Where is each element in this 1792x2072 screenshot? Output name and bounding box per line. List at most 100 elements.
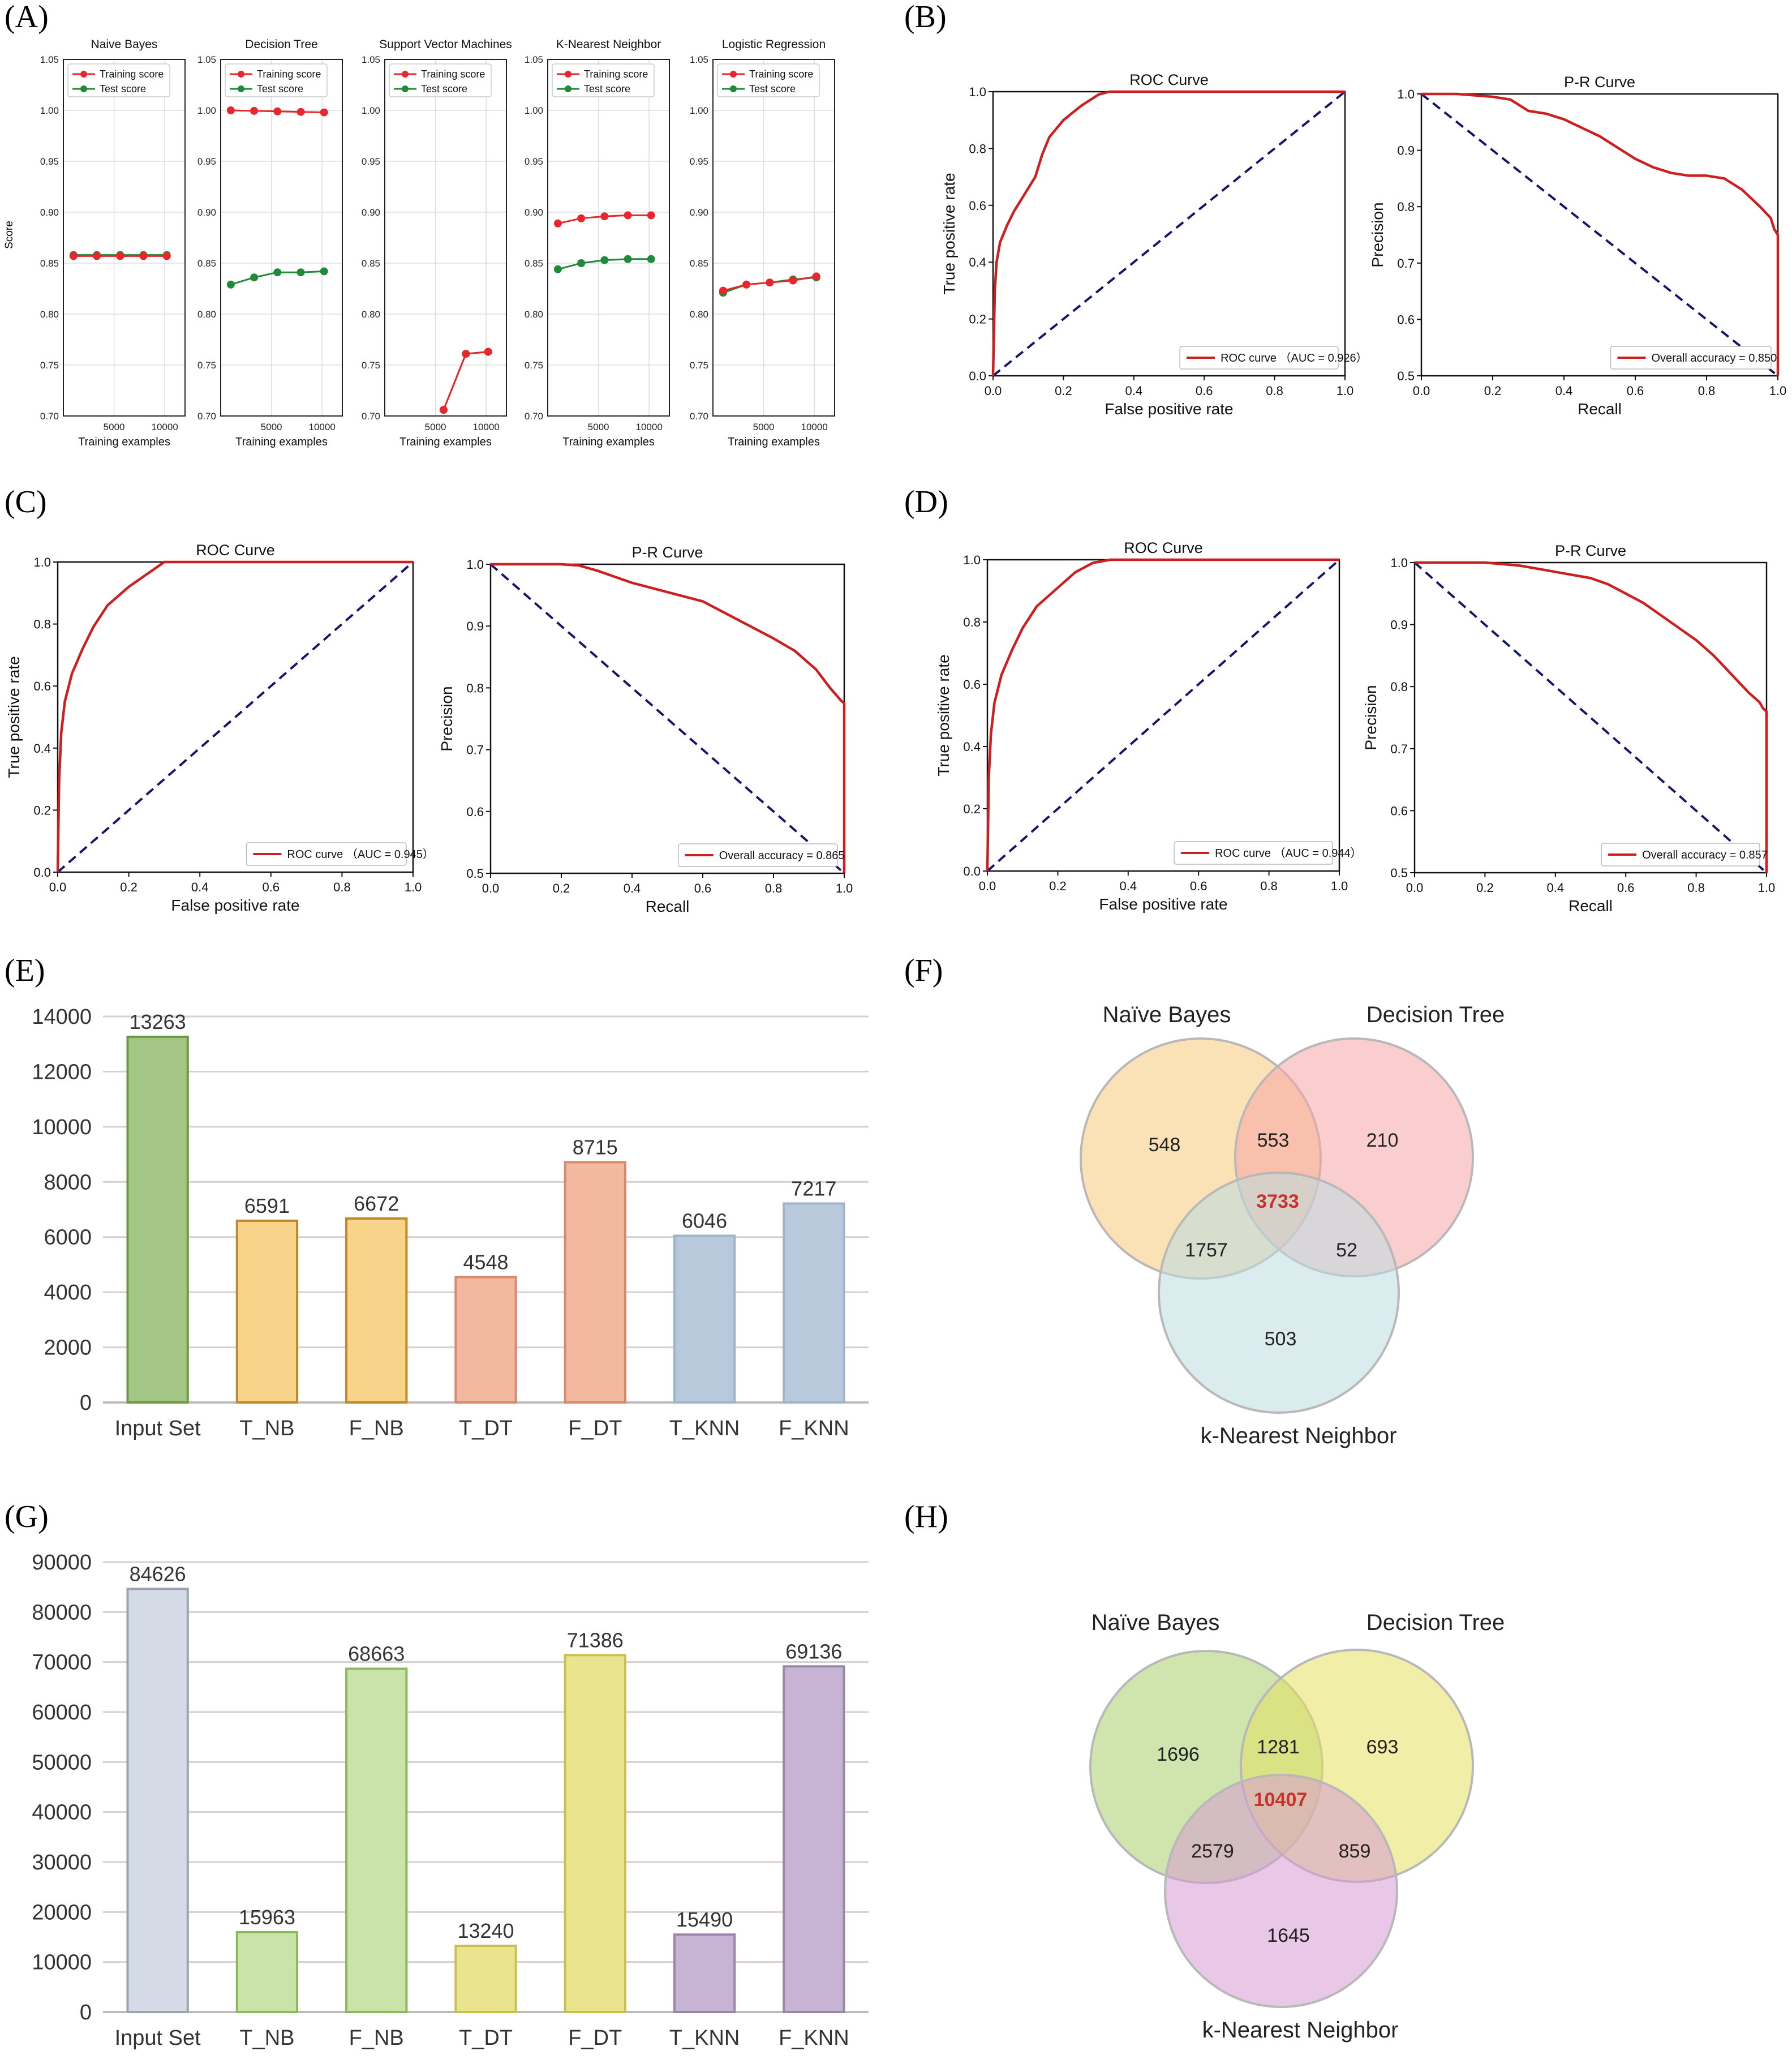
panel-b-pr-ytick-label: 1.0	[1397, 87, 1415, 101]
panel-a-ytick-label: 0.75	[525, 360, 543, 371]
panel-a-ytick-label: 0.90	[40, 207, 59, 218]
panel-a-legend: Training score Test score	[552, 63, 655, 97]
panel-f-set-label: k-Nearest Neighbor	[1201, 1423, 1397, 1448]
panel-h-set-label: k-Nearest Neighbor	[1202, 2018, 1399, 2043]
panel-g-ytick-label: 20000	[32, 1901, 92, 1924]
panel-a-ytick-label: 0.85	[197, 258, 216, 269]
panel-a-train-point	[484, 348, 492, 356]
panel-a-subplot-title: Support Vector Machines	[379, 38, 512, 51]
panel-a-ytick-label: 0.90	[690, 207, 708, 218]
panel-g-ytick-label: 30000	[32, 1851, 92, 1874]
panel-e-category-label: T_DT	[459, 1417, 513, 1440]
panel-b-roc-ytick-label: 0.4	[969, 255, 986, 269]
panel-b-roc-xtick-label: 0.0	[985, 384, 1002, 398]
chart-root: 0.70 0.75 0.80 0.85 0.90 0.95 1.00 1.05 5000 1000…	[5, 38, 1786, 2050]
panel-a-legend-label: Test score	[100, 83, 146, 95]
panel-a-ytick-label: 0.70	[690, 411, 708, 422]
panel-e-bar-value-label: 7217	[791, 1177, 836, 1200]
panel-e-bar-value-label: 6672	[354, 1192, 399, 1215]
panel-c-pr-xtick-label: 1.0	[836, 881, 853, 895]
panel-d-pr-xtick-label: 0.6	[1617, 881, 1635, 895]
panel-b-roc-legend: ROC curve （AUC = 0.926）	[1179, 346, 1368, 370]
panel-f-set-circle	[1158, 1172, 1400, 1414]
panel-a-ytick-label: 0.95	[40, 156, 59, 167]
panel-g-ytick-label: 60000	[32, 1701, 92, 1724]
panel-a-subplot-title: Logistic Regression	[722, 38, 826, 51]
panel-a-subplot-1: 0.70 0.75 0.80 0.85 0.90 0.95 1.00 1.05 5000 1000…	[40, 38, 186, 448]
panel-b-roc-diagonal	[992, 91, 1346, 377]
panel-f-region-count: 548	[1149, 1134, 1181, 1156]
panel-e-bar	[345, 1217, 408, 1404]
panel-h-region-count: 1696	[1157, 1744, 1200, 1765]
panel-a-subplot-2: 0.70 0.75 0.80 0.85 0.90 0.95 1.00 1.05 5000 1000…	[197, 38, 343, 448]
panel-g-bar-value-label: 15490	[676, 1908, 733, 1931]
panel-b-pr-ylabel: Precision	[1369, 202, 1386, 267]
panel-b-pr-xtick-label: 0.2	[1484, 384, 1502, 398]
panel-c-pr-ytick-label: 0.7	[466, 743, 484, 757]
panel-f-set-label: Naïve Bayes	[1103, 1002, 1231, 1027]
panel-b-roc-ytick-label: 0.6	[969, 199, 986, 213]
panel-c-pr-ytick-label: 0.5	[466, 866, 484, 881]
panel-c-roc-ytick-label: 0.0	[33, 865, 51, 880]
panel-b-pr-ytick-label: 0.9	[1397, 144, 1415, 158]
panel-a-xtick-label: 5000	[588, 422, 609, 432]
panel-b-roc-title: ROC Curve	[1129, 71, 1209, 88]
panel-a-ytick-label: 0.70	[525, 411, 543, 422]
panel-e-bar-value-label: 6046	[682, 1209, 727, 1232]
panel-c-pr-xtick-label: 0.6	[694, 881, 712, 895]
panel-c-roc-legend-label: ROC curve （AUC = 0.945）	[287, 848, 434, 861]
panel-b-pr-ytick-label: 0.8	[1397, 200, 1415, 214]
panel-a-train-point	[116, 252, 124, 260]
panel-c-roc-ytick-label: 0.8	[33, 617, 51, 632]
panel-a-train-point	[226, 106, 235, 114]
panel-a-ytick-label: 0.85	[525, 258, 543, 269]
panel-a-ylabel: Score	[3, 221, 15, 249]
panel-d-pr-legend-box	[1601, 843, 1760, 866]
panel-b-pr-legend-label: Overall accuracy = 0.850	[1652, 352, 1777, 364]
panel-a-ytick-label: 0.75	[40, 360, 59, 371]
panel-b-roc-legend-box	[1179, 346, 1339, 370]
panel-d-pr-ylabel: Precision	[1362, 685, 1380, 750]
panel-a-subplot-4: 0.70 0.75 0.80 0.85 0.90 0.95 1.00 1.05 5000 1000…	[525, 38, 670, 448]
panel-g-ytick-label: 40000	[32, 1801, 92, 1825]
panel-b-roc-xtick-label: 1.0	[1337, 384, 1354, 398]
panel-a-xtick-label: 5000	[104, 422, 125, 432]
panel-a-ytick-label: 1.00	[525, 105, 543, 116]
panel-a-xtick-label: 10000	[309, 422, 336, 432]
panel-a-ytick-label: 1.05	[197, 54, 216, 65]
panel-a-train-point	[250, 106, 259, 115]
panel-a-axes-frame	[547, 59, 670, 417]
panel-a-xtick-label: 5000	[425, 422, 446, 432]
panel-g-bar	[235, 1931, 299, 2013]
panel-g-category-label: T_KNN	[669, 2026, 740, 2050]
panel-e-bar	[454, 1276, 517, 1404]
panel-a-test-point	[553, 265, 562, 273]
panel-a-xlabel: Training examples	[78, 436, 170, 448]
panel-g-category-label: T_NB	[239, 2026, 294, 2050]
panel-d-roc-xtick-label: 0.6	[1190, 879, 1207, 893]
panel-a-ytick-label: 0.80	[197, 309, 216, 320]
panel-c-pr-ytick-label: 0.6	[466, 805, 484, 819]
panel-label-g: (G)	[5, 1499, 49, 1534]
panel-a-ytick-label: 0.85	[362, 258, 380, 269]
panel-b-pr-curve	[1421, 92, 1780, 376]
panel-c-pr-ytick-label: 1.0	[466, 557, 484, 572]
panel-a-legend-label: Training score	[421, 68, 485, 80]
panel-a-legend-marker	[565, 71, 571, 78]
panel-c-roc-xtick-label: 0.2	[120, 880, 137, 894]
panel-b-pr-xtick-label: 0.4	[1555, 384, 1573, 398]
panel-e-category-label: Input Set	[115, 1417, 201, 1440]
panel-e-category-label: T_NB	[239, 1417, 294, 1440]
panel-c-pr-legend: Overall accuracy = 0.865	[678, 843, 845, 867]
panel-a-ytick-label: 0.70	[362, 411, 380, 422]
panel-c-roc-title: ROC Curve	[196, 542, 275, 559]
panel-c-pr-legend-box	[678, 843, 838, 867]
panel-g-bar-value-label: 68663	[348, 1642, 405, 1665]
panel-b-roc-ytick-label: 0.2	[969, 312, 986, 327]
panel-b-pr-ytick-label: 0.6	[1397, 312, 1415, 327]
panel-d-pr-xtick-label: 0.2	[1476, 881, 1494, 895]
panel-d-pr-xtick-label: 0.0	[1406, 881, 1424, 895]
panel-d-pr-ytick-label: 0.6	[1390, 804, 1408, 818]
